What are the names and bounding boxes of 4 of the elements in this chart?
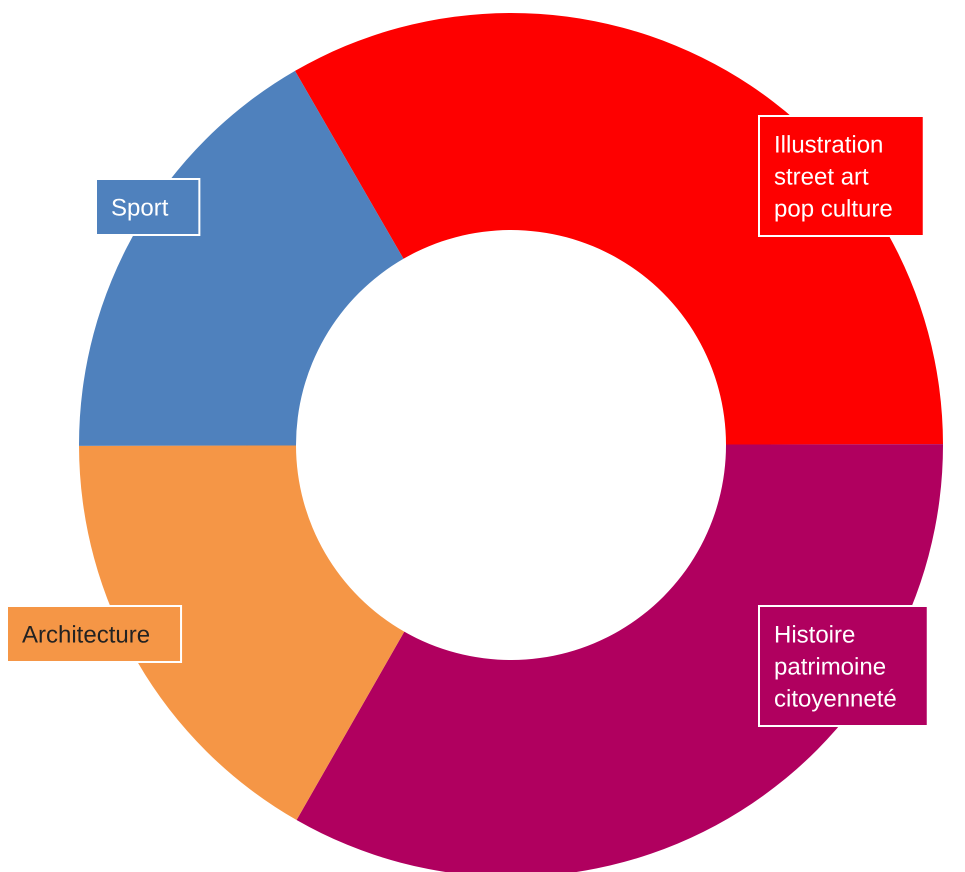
slice-label: Sport [111, 194, 169, 222]
slice-label: Architecture [22, 622, 150, 648]
slice-label: Illustration street art pop culture [774, 132, 893, 222]
slice-label: Histoire patrimoine citoyenneté [774, 622, 897, 712]
